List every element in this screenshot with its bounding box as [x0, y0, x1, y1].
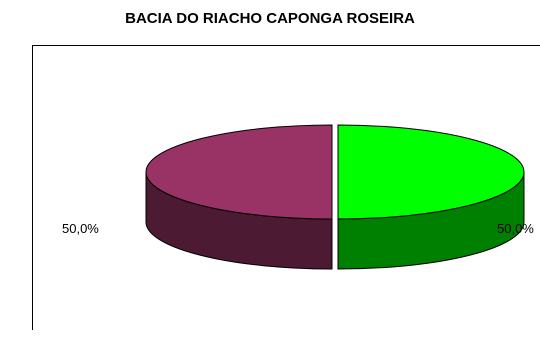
slice-2-top — [145, 124, 333, 220]
chart-title: BACIA DO RIACHO CAPONGA ROSEIRA — [125, 10, 415, 27]
data-label-slice-1: 50,0% — [497, 221, 534, 236]
slice-1-top — [337, 124, 525, 220]
pie-slices — [145, 124, 525, 270]
plot-area-frame — [32, 45, 540, 330]
data-label-slice-2: 50,0% — [62, 221, 99, 236]
